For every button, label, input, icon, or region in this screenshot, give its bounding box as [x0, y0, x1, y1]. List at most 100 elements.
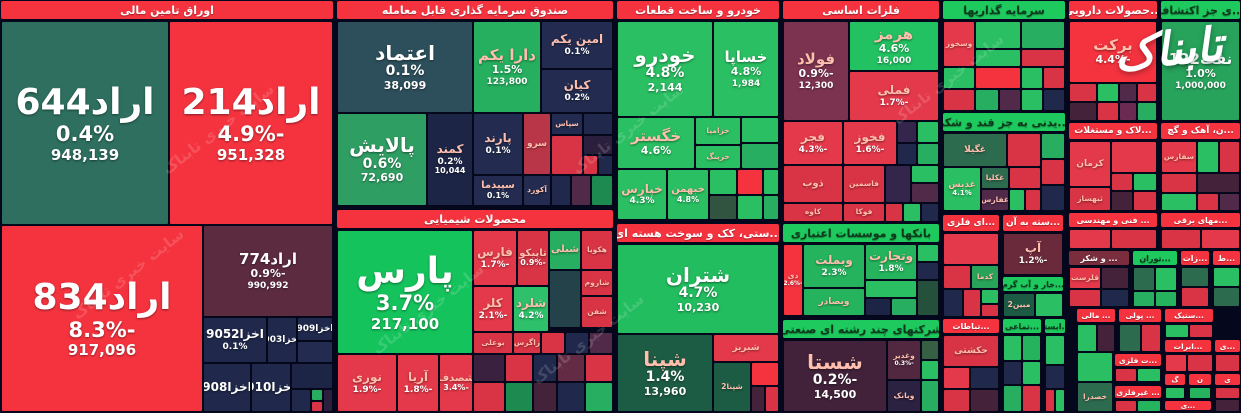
stock-tile[interactable] — [1000, 90, 1020, 110]
stock-tile-conglomerates[interactable]: وبانک — [888, 381, 920, 411]
stock-tile[interactable] — [1134, 292, 1154, 306]
stock-tile[interactable] — [1010, 190, 1024, 210]
stock-tile-bonds[interactable]: اراد774 -0.9% 990,992 — [204, 226, 332, 316]
stock-tile[interactable] — [1070, 230, 1110, 248]
stock-tile[interactable] — [584, 114, 612, 134]
stock-tile[interactable] — [944, 90, 974, 110]
stock-tile[interactable] — [710, 170, 736, 194]
stock-tile[interactable] — [1214, 288, 1239, 306]
stock-tile[interactable] — [752, 363, 778, 385]
stock-tile[interactable] — [1022, 68, 1042, 88]
stock-tile[interactable] — [1216, 400, 1239, 411]
stock-tile-chemicals[interactable]: نوری -1.9% — [338, 355, 396, 411]
stock-tile-investments[interactable]: وسخوز — [944, 22, 974, 66]
stock-tile[interactable] — [474, 355, 504, 381]
stock-tile[interactable] — [1044, 90, 1064, 110]
stock-tile[interactable] — [1023, 336, 1040, 360]
stock-tile-chemicals[interactable]: بوعلی — [474, 333, 512, 353]
stock-tile-conglomerates[interactable]: شستا -0.2% 14,500 — [784, 341, 886, 411]
stock-tile[interactable] — [1116, 369, 1136, 381]
stock-tile[interactable] — [1023, 362, 1040, 384]
stock-tile[interactable] — [1162, 230, 1200, 248]
stock-tile-chemicals[interactable]: زاگرس — [514, 333, 540, 353]
stock-tile[interactable] — [1022, 50, 1064, 66]
stock-tile[interactable] — [586, 355, 612, 381]
stock-tile[interactable] — [1044, 68, 1064, 88]
stock-tile-etf[interactable]: پالایش 0.6% 72,690 — [338, 114, 426, 205]
stock-tile[interactable] — [912, 184, 938, 202]
stock-tile[interactable] — [944, 390, 969, 411]
stock-tile-oil-products[interactable]: شپنا 1.4% 13,960 — [618, 335, 712, 411]
stock-tile-banks[interactable]: وبصادر — [804, 289, 864, 315]
stock-tile[interactable] — [892, 299, 916, 315]
stock-tile[interactable] — [738, 196, 762, 219]
stock-tile[interactable] — [298, 342, 332, 362]
stock-tile-metals[interactable]: هرمز 4.6% 16,000 — [850, 22, 938, 70]
stock-tile[interactable] — [898, 144, 916, 164]
stock-tile-chemicals[interactable]: آریا -1.8% — [398, 355, 438, 411]
stock-tile[interactable] — [918, 144, 938, 164]
stock-tile[interactable] — [312, 390, 322, 400]
stock-tile[interactable] — [922, 381, 938, 411]
stock-tile-computer[interactable]: آپ -1.2% — [1004, 234, 1062, 274]
stock-tile[interactable] — [1026, 190, 1040, 210]
stock-tile-auto[interactable]: خرینگ — [696, 146, 740, 168]
stock-tile[interactable] — [971, 368, 998, 388]
stock-tile[interactable] — [590, 333, 612, 353]
stock-tile[interactable] — [976, 90, 998, 110]
stock-tile-metal-mining[interactable]: کدما — [972, 266, 998, 288]
stock-tile-etf[interactable]: دارا یکم 1.5% 123,800 — [474, 22, 540, 112]
stock-tile[interactable] — [944, 266, 970, 288]
stock-tile-chemicals[interactable]: هکویا — [582, 231, 612, 269]
stock-tile[interactable] — [1022, 90, 1042, 110]
stock-tile[interactable] — [1156, 292, 1176, 306]
stock-tile[interactable] — [866, 281, 916, 297]
stock-tile[interactable] — [866, 299, 890, 315]
stock-tile-etf[interactable]: پارند 0.1% — [474, 114, 522, 174]
stock-tile[interactable] — [592, 176, 612, 205]
stock-tile[interactable] — [1198, 174, 1239, 192]
stock-tile-auto[interactable]: خبهمن 4.8% — [668, 170, 708, 219]
stock-tile-etf[interactable]: آکورد — [524, 176, 550, 205]
stock-tile[interactable] — [1036, 294, 1062, 316]
stock-tile[interactable] — [766, 387, 778, 411]
stock-tile-transport[interactable]: حکشتی — [944, 336, 998, 366]
stock-tile-bonds[interactable]: اخزا903 — [268, 318, 296, 362]
stock-tile[interactable] — [1142, 325, 1160, 351]
stock-tile-chemicals[interactable]: شاروم — [582, 271, 612, 295]
stock-tile[interactable] — [982, 305, 998, 316]
stock-tile[interactable] — [1190, 325, 1212, 337]
stock-tile[interactable] — [558, 383, 584, 411]
stock-tile[interactable] — [912, 166, 938, 182]
stock-tile-chemicals[interactable]: شصدف -3.4% — [440, 355, 472, 411]
stock-tile[interactable] — [1198, 194, 1218, 210]
stock-tile-bonds[interactable]: اخزا909 — [298, 318, 332, 340]
stock-tile[interactable] — [764, 170, 778, 194]
stock-tile[interactable] — [1116, 401, 1136, 411]
stock-tile[interactable] — [292, 364, 332, 388]
stock-tile-oil-products[interactable]: شبریز — [714, 335, 778, 361]
stock-tile[interactable] — [542, 333, 564, 353]
stock-tile-chemicals[interactable]: تاپیکو -0.9% — [518, 231, 548, 285]
stock-tile-metals[interactable]: ذوب — [784, 166, 842, 202]
stock-tile-bonds[interactable]: اخزا910 — [252, 364, 290, 411]
stock-tile[interactable] — [922, 341, 938, 359]
stock-tile[interactable] — [312, 402, 322, 411]
stock-tile[interactable] — [764, 196, 778, 219]
stock-tile[interactable] — [292, 390, 310, 411]
stock-tile-metals[interactable]: فجر -4.3% — [784, 122, 842, 164]
stock-tile-chemicals[interactable]: پارس 3.7% 217,100 — [338, 231, 472, 353]
stock-tile[interactable] — [552, 136, 582, 174]
stock-tile[interactable] — [552, 176, 570, 205]
stock-tile[interactable] — [1162, 174, 1196, 192]
stock-tile[interactable] — [1102, 290, 1128, 306]
stock-tile[interactable] — [1198, 142, 1218, 172]
stock-tile[interactable] — [886, 166, 910, 202]
stock-tile[interactable] — [586, 383, 612, 411]
stock-tile[interactable] — [1070, 103, 1096, 120]
stock-tile[interactable] — [710, 196, 736, 219]
stock-tile[interactable] — [904, 204, 920, 221]
stock-tile[interactable] — [1120, 325, 1140, 351]
stock-tile[interactable] — [1120, 84, 1136, 101]
stock-tile[interactable] — [752, 387, 764, 411]
